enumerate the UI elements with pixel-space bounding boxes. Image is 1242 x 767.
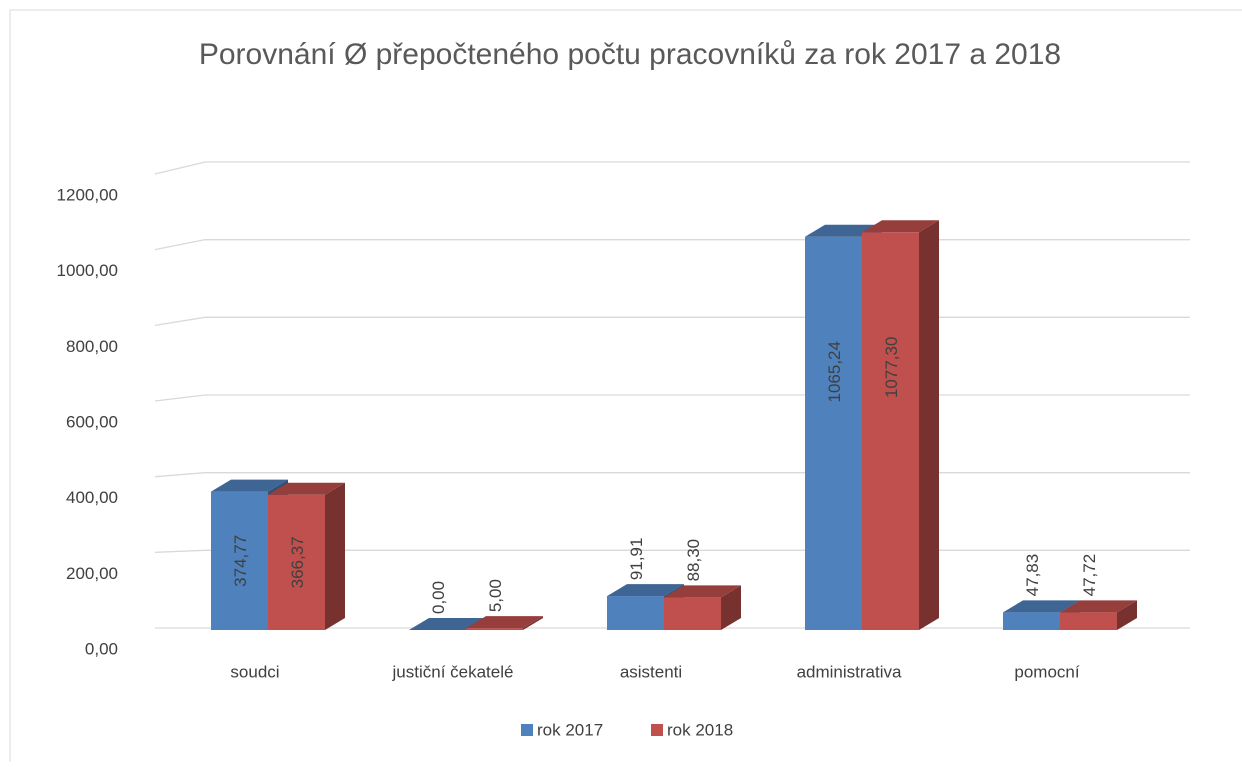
value-label: 5,00 (486, 579, 505, 612)
legend-swatch (651, 724, 663, 736)
bar (409, 618, 486, 630)
bar-front (1003, 612, 1060, 630)
x-tick-label: soudci (230, 662, 279, 681)
value-label: 366,37 (288, 536, 307, 588)
y-tick-label: 400,00 (66, 488, 118, 507)
x-tick-label: pomocní (1014, 662, 1079, 681)
bar-front (466, 628, 523, 630)
bar-side (721, 585, 741, 630)
value-label: 47,72 (1080, 554, 1099, 597)
grid-line (154, 394, 1190, 402)
legend-swatch (521, 724, 533, 736)
bar-top (466, 616, 543, 629)
bar-front (268, 494, 325, 630)
bar-side (523, 616, 543, 630)
grid-line (154, 472, 1190, 478)
value-label: 88,30 (684, 539, 703, 582)
value-label: 91,91 (627, 538, 646, 581)
bar-top (268, 482, 345, 495)
x-tick-label: asistenti (620, 662, 682, 681)
y-tick-label: 600,00 (66, 412, 118, 431)
value-label: 47,83 (1023, 554, 1042, 597)
value-label: 1077,30 (882, 337, 901, 398)
bar (862, 220, 939, 630)
bar-top (409, 618, 486, 630)
bar-top (1060, 600, 1137, 613)
value-label: 1065,24 (825, 341, 844, 402)
chart-border (9, 9, 1242, 762)
x-tick-label: justiční čekatelé (392, 662, 514, 681)
bar-top (1003, 600, 1080, 613)
x-tick-label: administrativa (797, 662, 902, 681)
bar-top (862, 220, 939, 233)
bar-front (1060, 612, 1117, 630)
bar-top (664, 585, 741, 598)
y-tick-label: 200,00 (66, 564, 118, 583)
y-tick-label: 0,00 (85, 639, 118, 658)
bar-front (211, 491, 268, 630)
bar (1060, 600, 1137, 630)
bar-side (325, 482, 345, 630)
y-tick-label: 1200,00 (57, 185, 118, 204)
bar-top (607, 584, 684, 597)
bar (466, 616, 543, 630)
grid-line (154, 239, 1190, 251)
chart-title: Porovnání Ø přepočteného počtu pracovník… (199, 38, 1061, 71)
bar (664, 585, 741, 630)
bar-front (862, 232, 919, 630)
bar-side (919, 220, 939, 630)
bar-front (805, 236, 862, 630)
bar-front (607, 596, 664, 630)
grid-line (154, 161, 1190, 175)
legend-label: rok 2018 (667, 720, 733, 739)
y-tick-label: 800,00 (66, 337, 118, 356)
bar-side (1117, 600, 1137, 630)
bar-front (664, 597, 721, 630)
legend-label: rok 2017 (537, 720, 603, 739)
value-label: 374,77 (231, 535, 250, 587)
y-tick-label: 1000,00 (57, 261, 118, 280)
grid-line (154, 316, 1190, 326)
value-label: 0,00 (429, 581, 448, 614)
bar-top (211, 479, 288, 492)
bar (268, 482, 345, 630)
